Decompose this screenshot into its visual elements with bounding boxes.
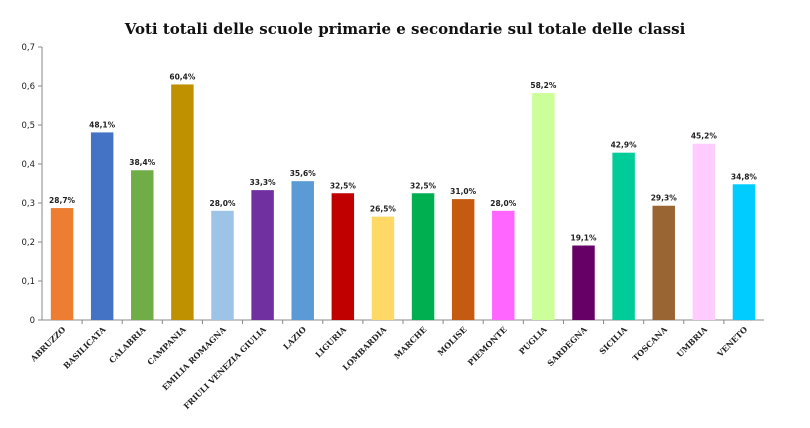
bar bbox=[171, 84, 194, 320]
x-tick-label: PIEMONTE bbox=[466, 324, 509, 367]
bar bbox=[492, 210, 515, 320]
data-label: 48,1% bbox=[89, 120, 116, 129]
data-label: 31,0% bbox=[450, 187, 477, 196]
x-tick-label: MARCHE bbox=[392, 324, 429, 361]
data-label: 58,2% bbox=[530, 81, 557, 90]
data-labels: 28,7% 48,1% 38,4% 60,4% 28,0% 33,3% 35,6% 32,5%… bbox=[49, 72, 757, 242]
data-label: 33,3% bbox=[250, 178, 277, 187]
bar bbox=[572, 245, 595, 320]
bar bbox=[211, 210, 234, 320]
data-label: 32,5% bbox=[330, 181, 357, 190]
data-label: 45,2% bbox=[691, 132, 718, 141]
data-label: 29,3% bbox=[651, 194, 678, 203]
y-tick-label: 0 bbox=[30, 316, 35, 326]
bar bbox=[251, 190, 274, 320]
x-tick-label: SICILIA bbox=[597, 324, 630, 357]
bar bbox=[451, 199, 475, 320]
bar bbox=[652, 205, 675, 320]
data-label: 26,5% bbox=[370, 205, 397, 214]
data-label: 42,9% bbox=[611, 141, 638, 150]
data-label: 28,7% bbox=[49, 196, 76, 205]
x-tick-label: VENETO bbox=[714, 324, 749, 359]
y-axis-ticks: 0 0,1 0,2 0,3 0,4 0,5 0,6 0,7 bbox=[21, 43, 42, 326]
x-tick-label: LAZIO bbox=[281, 324, 308, 351]
x-tick-label: FRIULI VENEZIA GIULIA bbox=[181, 324, 268, 411]
bar bbox=[532, 93, 555, 321]
y-tick-label: 0,2 bbox=[21, 238, 35, 248]
bar bbox=[692, 143, 716, 320]
data-label: 28,0% bbox=[209, 199, 236, 208]
bar bbox=[50, 208, 74, 320]
data-label: 32,5% bbox=[410, 181, 437, 190]
x-tick-label: SARDEGNA bbox=[545, 324, 589, 368]
y-tick-label: 0,6 bbox=[21, 82, 35, 92]
chart-title: Voti totali delle scuole primarie e seco… bbox=[124, 20, 686, 38]
bar bbox=[411, 193, 435, 320]
bar bbox=[90, 132, 114, 320]
data-label: 19,1% bbox=[570, 234, 597, 243]
x-tick-label: CALABRIA bbox=[107, 324, 148, 365]
data-label: 28,0% bbox=[490, 199, 517, 208]
bar bbox=[612, 152, 635, 320]
data-label: 34,8% bbox=[731, 172, 758, 181]
x-tick-label: UMBRIA bbox=[674, 324, 709, 359]
bar bbox=[331, 193, 355, 320]
y-tick-label: 0,4 bbox=[21, 160, 35, 170]
y-tick-label: 0,1 bbox=[21, 277, 35, 287]
y-tick-label: 0,7 bbox=[21, 43, 35, 53]
x-tick-label: ABRUZZO bbox=[28, 324, 68, 364]
x-tick-label: CAMPANIA bbox=[145, 324, 188, 367]
x-tick-label: MOLISE bbox=[435, 324, 468, 357]
bar bbox=[732, 184, 756, 320]
x-tick-label: TOSCANA bbox=[630, 324, 669, 363]
data-label: 60,4% bbox=[169, 72, 196, 81]
bar bbox=[371, 216, 395, 320]
data-label: 38,4% bbox=[129, 158, 156, 167]
bar bbox=[131, 170, 154, 320]
y-tick-label: 0,3 bbox=[21, 199, 35, 209]
bars bbox=[50, 84, 756, 324]
x-tick-label: BASILICATA bbox=[61, 324, 108, 371]
x-tick-label: PUGLIA bbox=[517, 324, 550, 357]
y-tick-label: 0,5 bbox=[21, 121, 35, 131]
data-label: 35,6% bbox=[290, 169, 317, 178]
x-tick-label: LIGURIA bbox=[313, 324, 349, 360]
bar bbox=[291, 181, 314, 320]
